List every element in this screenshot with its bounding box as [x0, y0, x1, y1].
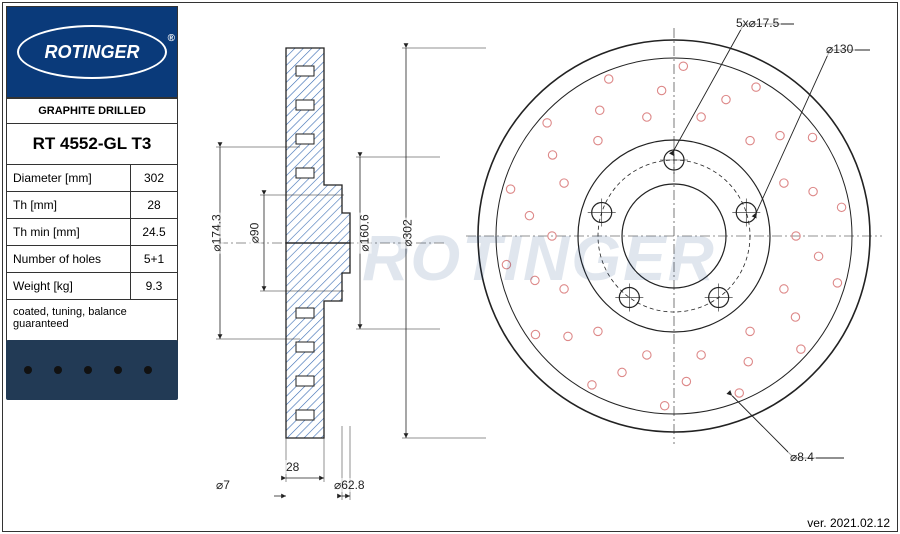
- front-view: [466, 24, 882, 458]
- spec-value: 5+1: [131, 246, 177, 272]
- spec-label: Weight [kg]: [7, 273, 131, 299]
- spec-value: 302: [131, 165, 177, 191]
- spec-label: Diameter [mm]: [7, 165, 131, 191]
- spec-row: Th [mm]28: [7, 192, 177, 219]
- side-hole: [144, 366, 152, 374]
- dim-d62-8: ⌀62.8: [332, 478, 367, 492]
- spec-value: 28: [131, 192, 177, 218]
- dim-drill-hole: ⌀8.4: [788, 450, 816, 464]
- brand-name: ROTINGER: [44, 42, 139, 63]
- dim-d302: ⌀302: [401, 217, 415, 248]
- spec-label: Number of holes: [7, 246, 131, 272]
- side-hole: [54, 366, 62, 374]
- spec-row: Diameter [mm]302: [7, 165, 177, 192]
- disc-side-render: [6, 340, 178, 400]
- side-hole: [24, 366, 32, 374]
- spec-note: coated, tuning, balance guaranteed: [7, 300, 177, 344]
- spec-header: GRAPHITE DRILLED: [7, 99, 177, 124]
- dim-d174-3: ⌀174.3: [210, 212, 224, 253]
- dim-pcd: ⌀130: [824, 42, 855, 56]
- brand-logo: ROTINGER ®: [6, 6, 178, 98]
- dim-d160-6: ⌀160.6: [358, 212, 372, 253]
- spec-row: Th min [mm]24.5: [7, 219, 177, 246]
- side-hole: [114, 366, 122, 374]
- spec-label: Th [mm]: [7, 192, 131, 218]
- spec-part-number: RT 4552-GL T3: [7, 124, 177, 165]
- drawing-area: ROTINGER ⌀174.3 ⌀90 ⌀160.6 ⌀302 ⌀7 28 ⌀6…: [184, 6, 894, 510]
- spec-panel: GRAPHITE DRILLED RT 4552-GL T3 Diameter …: [6, 98, 178, 345]
- section-view: [216, 48, 486, 500]
- dim-d7: ⌀7: [214, 478, 232, 492]
- dim-w28: 28: [284, 460, 301, 474]
- dim-d90: ⌀90: [247, 221, 261, 246]
- spec-value: 9.3: [131, 273, 177, 299]
- dim-bolt-pattern: 5x⌀17.5: [734, 16, 781, 30]
- side-hole: [84, 366, 92, 374]
- spec-label: Th min [mm]: [7, 219, 131, 245]
- spec-row: Weight [kg]9.3: [7, 273, 177, 300]
- registered-icon: ®: [168, 33, 175, 44]
- brand-logo-oval: ROTINGER ®: [17, 25, 167, 79]
- drawing-version: ver. 2021.02.12: [807, 516, 890, 530]
- spec-row: Number of holes5+1: [7, 246, 177, 273]
- technical-drawing: [184, 6, 894, 506]
- spec-value: 24.5: [131, 219, 177, 245]
